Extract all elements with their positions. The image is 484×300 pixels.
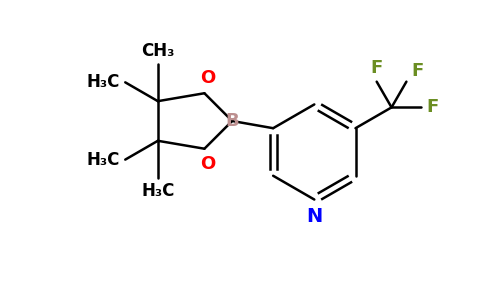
Text: O: O bbox=[200, 69, 215, 87]
Text: H₃C: H₃C bbox=[141, 182, 175, 200]
Text: B: B bbox=[226, 112, 239, 130]
Text: F: F bbox=[426, 98, 439, 116]
Text: N: N bbox=[306, 208, 322, 226]
Text: CH₃: CH₃ bbox=[141, 42, 175, 60]
Text: F: F bbox=[371, 59, 383, 77]
Text: F: F bbox=[411, 62, 424, 80]
Text: H₃C: H₃C bbox=[87, 73, 121, 91]
Text: H₃C: H₃C bbox=[87, 151, 121, 169]
Text: O: O bbox=[200, 155, 215, 173]
